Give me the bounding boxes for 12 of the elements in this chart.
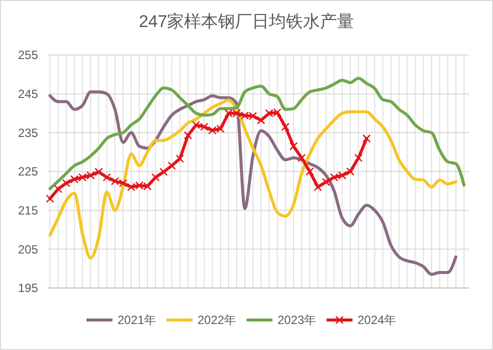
y-tick-label: 215 [18, 204, 38, 218]
legend-label: 2021年 [118, 313, 156, 328]
legend-label: 2022年 [198, 313, 236, 328]
y-tick-label: 225 [18, 164, 38, 179]
legend-label: 2024年 [358, 313, 396, 328]
chart-title: 247家样本钢厂日均铁水产量 [138, 12, 354, 31]
legend-label: 2023年 [278, 313, 316, 328]
y-tick-label: 195 [18, 281, 38, 296]
y-tick-label: 205 [18, 242, 38, 256]
y-tick-label: 235 [18, 126, 38, 140]
y-tick-label: 245 [18, 87, 38, 102]
y-tick-label: 255 [18, 48, 38, 62]
